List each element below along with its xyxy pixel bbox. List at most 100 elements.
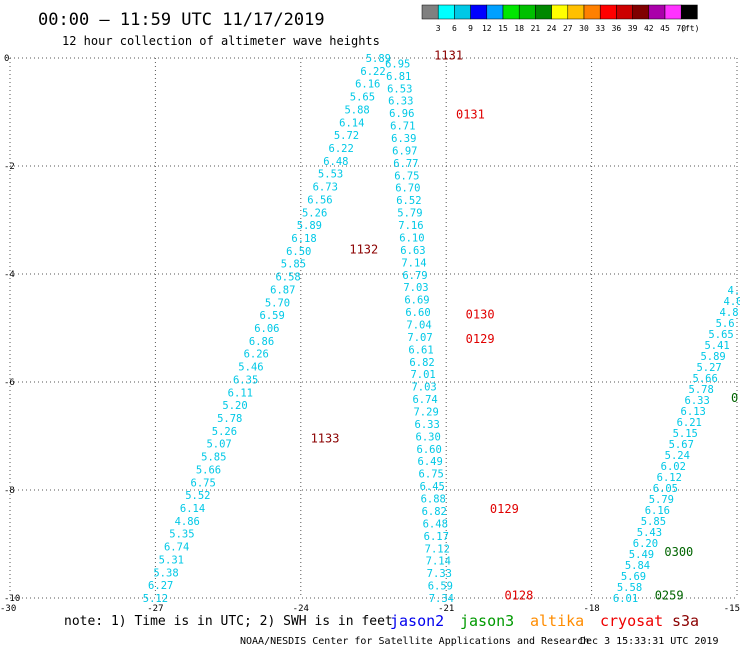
swh-value: 6.12 (657, 472, 682, 484)
swh-value: 7.04 (406, 319, 431, 331)
x-tick-label: -30 (0, 604, 16, 614)
swh-value: 6.50 (286, 246, 311, 258)
swh-value: 6.87 (270, 284, 295, 296)
swh-value: 6.06 (254, 323, 279, 335)
swh-value: 7.01 (410, 369, 435, 381)
satellite-jason3: jason3 (460, 612, 514, 630)
footer-timestamp: Dec 3 15:33:31 UTC 2019 (580, 636, 718, 647)
swh-value: 6.39 (391, 133, 416, 145)
swh-value: 6.75 (394, 170, 419, 182)
swh-value: 5.38 (153, 567, 178, 579)
colorbar-label: 33 (595, 24, 605, 33)
chart-title: 00:00 – 11:59 UTC 11/17/2019 (38, 10, 325, 30)
swh-value: 5.66 (693, 373, 718, 385)
swh-value: 6.53 (387, 83, 412, 95)
colorbar-unit: (ft) (680, 24, 699, 33)
swh-value: 6.49 (418, 456, 443, 468)
swh-value: 5.52 (185, 490, 210, 502)
swh-value: 5.78 (217, 413, 242, 425)
colorbar-swatch (567, 4, 585, 20)
swh-value: 7.03 (411, 382, 436, 394)
colorbar-label: 42 (644, 24, 654, 33)
swh-value: 4.86 (175, 516, 200, 528)
swh-value: 4.0 (724, 296, 740, 308)
swh-value: 6.61 (408, 344, 433, 356)
swh-value: 6.22 (329, 143, 354, 155)
swh-value: 6.96 (389, 108, 414, 120)
colorbar-swatch (535, 4, 552, 20)
satellite-altika: altika (530, 612, 584, 630)
swh-value: 5.88 (344, 104, 369, 116)
swh-value: 6.48 (323, 156, 348, 168)
swh-value: 6.82 (422, 506, 447, 518)
colorbar-swatch (648, 4, 666, 20)
colorbar-label: 15 (498, 24, 508, 33)
y-tick-label: -2 (4, 162, 15, 172)
swh-value: 6.97 (392, 145, 417, 157)
satellite-s3a: s3a (672, 612, 699, 630)
swh-value: 5.35 (169, 529, 194, 541)
colorbar-label: 3 (436, 24, 441, 33)
swh-value: 6.82 (409, 357, 434, 369)
colorbar-swatch (486, 4, 504, 20)
colorbar-swatch (551, 4, 569, 20)
footer-note: note: 1) Time is in UTC; 2) SWH is in fe… (64, 614, 393, 629)
colorbar-label: 27 (563, 24, 573, 33)
swh-value: 6.45 (420, 481, 445, 493)
swh-value: 6.22 (360, 66, 385, 78)
colorbar-label: 12 (482, 24, 492, 33)
colorbar-swatch (616, 4, 633, 20)
swh-value: 5.58 (617, 582, 642, 594)
swh-value: 6.59 (428, 581, 453, 593)
swh-value: 6.74 (412, 394, 437, 406)
swh-value: 5.67 (669, 439, 694, 451)
time-label: 0130 (466, 308, 495, 322)
y-tick-label: -10 (4, 594, 20, 604)
swh-value: 7.33 (427, 568, 452, 580)
swh-value: 6.02 (661, 461, 686, 473)
swh-value: 5.65 (350, 92, 375, 104)
swh-value: 7.12 (425, 543, 450, 555)
swh-value: 6.33 (685, 395, 710, 407)
swh-value: 6.14 (339, 117, 364, 129)
swh-value: 5.65 (708, 329, 733, 341)
time-label: 0 (731, 391, 738, 405)
swh-value: 5.49 (629, 549, 654, 561)
swh-value: 5.41 (704, 340, 729, 352)
swh-value: 6.17 (424, 531, 449, 543)
swh-value: 6.16 (355, 79, 380, 91)
swh-value: 5.6 (716, 318, 735, 330)
swh-value: 5.69 (621, 571, 646, 583)
swh-value: 5.12 (143, 593, 168, 605)
colorbar: 3 6 9 12 15 18 21 24 27 30 33 36 39 42 45 70(ft) (421, 4, 699, 33)
swh-value: 6.21 (677, 417, 702, 429)
swh-value: 5.72 (334, 130, 359, 142)
swh-value: 6.95 (385, 58, 410, 70)
swh-value: 6.74 (164, 542, 189, 554)
swh-value: 5.85 (641, 516, 666, 528)
colorbar-swatch (632, 4, 650, 20)
footer-credit: NOAA/NESDIS Center for Satellite Applica… (240, 636, 589, 647)
swh-value: 6.05 (653, 483, 678, 495)
swh-value: 5.24 (665, 450, 690, 462)
swh-value: 6.11 (228, 387, 253, 399)
satellite-cryosat: cryosat (600, 612, 663, 630)
swh-value: 7.29 (413, 407, 438, 419)
y-tick-label: -4 (4, 270, 15, 280)
colorbar-swatch (599, 4, 617, 20)
time-label: 0259 (655, 588, 684, 602)
x-tick-label: -18 (583, 604, 599, 614)
colorbar-label: 6 (452, 24, 457, 33)
swh-value: 5.07 (206, 439, 231, 451)
satellite-legend: jason2 jason3 altika cryosat s3a (390, 612, 699, 630)
swh-value: 5.31 (159, 554, 184, 566)
swh-value: 6.56 (307, 194, 332, 206)
y-tick-label: 0 (4, 54, 9, 64)
time-label: 0129 (490, 502, 519, 516)
swh-value: 6.52 (396, 195, 421, 207)
swh-value: 6.58 (275, 272, 300, 284)
y-tick-label: -6 (4, 378, 15, 388)
swh-value: 6.14 (180, 503, 205, 515)
swh-value: 5.89 (366, 53, 391, 65)
